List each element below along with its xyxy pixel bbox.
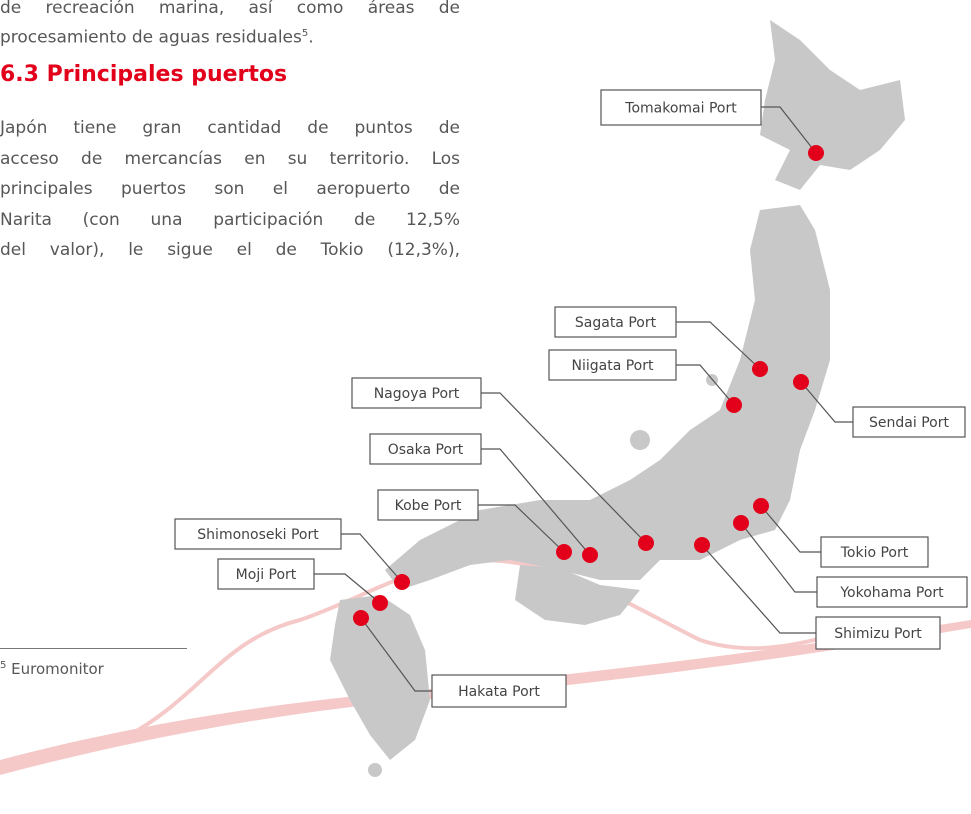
leader-line (478, 504, 565, 553)
label-box (174, 518, 342, 550)
port-label: Shimonoseki Port (197, 527, 319, 543)
port-dot (353, 610, 369, 626)
port-dot (582, 547, 598, 563)
label-box (217, 558, 315, 590)
port-dot (394, 574, 410, 590)
footnote-text: Euromonitor (11, 660, 104, 678)
leader-line (341, 533, 403, 583)
leader-line (761, 106, 817, 154)
paragraph-line: Japón tiene gran cantidad de puntos de (0, 118, 460, 138)
leader-line (481, 448, 591, 556)
port-dot (808, 145, 824, 161)
port-dot (793, 374, 809, 390)
label-box (554, 306, 677, 338)
text: procesamiento de aguas residuales (0, 27, 302, 48)
footnote-ref: 5 (301, 28, 309, 39)
port-label: Nagoya Port (374, 386, 460, 402)
leader-line (314, 573, 381, 604)
label-box (600, 89, 762, 126)
port-label: Tomakomai Port (624, 101, 737, 117)
label-box (815, 616, 941, 650)
paragraph-line: principales puertos son el aeropuerto de (0, 179, 460, 199)
paragraph-line: acceso de mercancías en su territorio. L… (0, 148, 460, 169)
land (330, 20, 905, 777)
section-heading: 6.3 Principales puertos (0, 62, 288, 87)
label-box (820, 536, 929, 568)
route (0, 620, 971, 775)
footnote-number: 5 (0, 660, 7, 671)
port-dot (694, 537, 710, 553)
port-label: Kobe Port (395, 498, 462, 514)
port-label: Hakata Port (458, 684, 540, 700)
port-dot (733, 515, 749, 531)
paragraph-line: procesamiento de aguas residuales5. (0, 24, 460, 48)
label-box (377, 489, 479, 521)
port-dot (726, 397, 742, 413)
label-box (816, 576, 968, 608)
leader-line (676, 364, 735, 406)
paragraph-line: de recreación marina, así como áreas de (0, 0, 460, 18)
footnote: 5 Euromonitor (0, 656, 460, 679)
leader-line (740, 522, 817, 593)
port-dot (753, 498, 769, 514)
port-dot (556, 544, 572, 560)
label-box (369, 433, 482, 465)
port-label: Yokohama Port (839, 585, 944, 601)
port-label: Sendai Port (869, 415, 949, 431)
label-box (431, 674, 567, 708)
port-label: Sagata Port (575, 315, 657, 331)
paragraph-line: del valor), le sigue el de Tokio (12,3%)… (0, 240, 460, 260)
leader-line (800, 381, 853, 423)
leader-line (760, 505, 821, 553)
leader-line (701, 544, 816, 634)
ports: Tomakomai Port Sagata Port Niigata Port Sen… (174, 89, 968, 708)
leader-line (360, 617, 432, 692)
port-label: Osaka Port (388, 442, 464, 458)
port-dot (638, 535, 654, 551)
paragraph-line: Narita (con una participación de 12,5% (0, 209, 460, 230)
port-label: Tokio Port (840, 545, 909, 561)
leader-line (481, 392, 647, 544)
text: . (308, 27, 314, 48)
label-box (351, 377, 482, 409)
label-box (852, 406, 966, 438)
footnote-rule (0, 648, 187, 649)
label-box (548, 349, 677, 381)
leader-line (676, 321, 761, 370)
port-label: Shimizu Port (834, 626, 922, 642)
port-dot (372, 595, 388, 611)
port-dot (752, 361, 768, 377)
port-label: Moji Port (236, 567, 297, 583)
port-label: Niigata Port (572, 358, 655, 374)
